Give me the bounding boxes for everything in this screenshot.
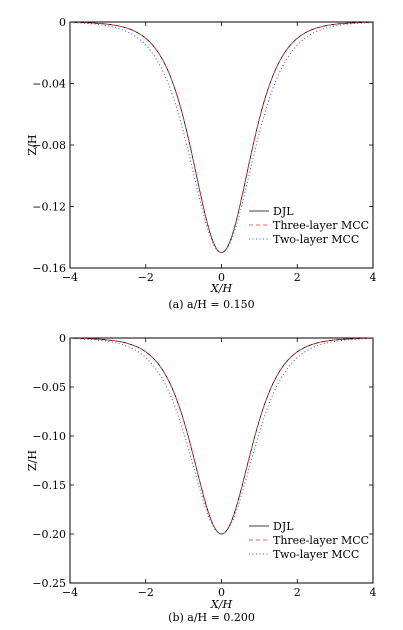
x-tick-label: 2 [294, 271, 301, 284]
legend-entry: Three-layer MCC [273, 219, 369, 232]
y-tick-label: −0.20 [32, 528, 66, 541]
caption-text: a/H = 0.200 [187, 611, 255, 624]
legend-entry: DJL [273, 205, 294, 218]
legend-entry: Two-layer MCC [273, 548, 359, 561]
y-tick-label: 0 [59, 16, 66, 29]
series-line-two-layer-mcc [69, 22, 374, 254]
chart-panel-1: −4 −2 0 2 4 0 −0.04 −0.08 −0.12 −0.16 X/H Z/H (a) a/… [26, 16, 377, 311]
x-axis-label: X/H [210, 282, 233, 295]
y-tick-label: −0.16 [32, 262, 66, 275]
y-tick-label: −0.05 [32, 381, 66, 394]
caption-text: a/H = 0.150 [187, 298, 255, 311]
x-tick-label: −4 [62, 271, 78, 284]
y-tick-label: −0.04 [32, 78, 66, 91]
x-tick-label: −2 [138, 271, 154, 284]
x-tick-label: 4 [370, 271, 377, 284]
x-axis-label: X/H [210, 598, 233, 611]
caption-label: (a) [168, 298, 187, 311]
x-tick-label: 2 [294, 586, 301, 599]
panel-caption: (b) a/H = 0.200 [168, 611, 255, 624]
series-line-djl [69, 337, 374, 535]
legend-entry: Three-layer MCC [273, 534, 369, 547]
y-tick-label: 0 [59, 332, 66, 345]
caption-label: (b) [168, 611, 187, 624]
series-line-three-layer-mcc [69, 337, 374, 535]
panel-caption: (a) a/H = 0.150 [168, 298, 254, 311]
y-tick-label: −0.08 [32, 139, 66, 152]
legend-entry: Two-layer MCC [273, 233, 359, 246]
series-line-two-layer-mcc [69, 338, 374, 535]
x-tick-label: −2 [138, 586, 154, 599]
x-tick-label: 0 [218, 271, 225, 284]
y-axis-label: Z/H [26, 135, 39, 156]
y-tick-label: −0.10 [32, 430, 66, 443]
y-tick-label: −0.15 [32, 479, 66, 492]
x-tick-label: 0 [218, 586, 225, 599]
chart-panel-2: −4 −2 0 2 4 0 −0.05 −0.10 −0.15 −0.20 −0.25 X/H Z/H (… [26, 332, 377, 624]
y-tick-label: −0.25 [32, 577, 66, 590]
x-tick-label: 4 [370, 586, 377, 599]
y-axis-label: Z/H [26, 450, 39, 471]
x-tick-label: −4 [62, 586, 78, 599]
y-tick-label: −0.12 [32, 201, 66, 214]
legend-entry: DJL [273, 520, 294, 533]
